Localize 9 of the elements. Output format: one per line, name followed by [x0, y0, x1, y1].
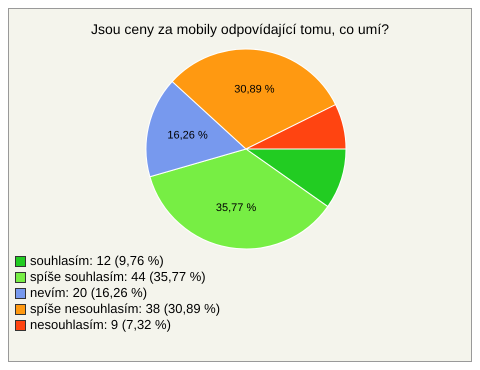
data-label: 16,26 %: [167, 129, 208, 142]
legend-label: spíše nesouhlasím: 38 (30,89 %): [30, 301, 220, 317]
legend-label: nevím: 20 (16,26 %): [30, 285, 148, 301]
legend-label: nesouhlasím: 9 (7,32 %): [30, 317, 171, 333]
legend-label: souhlasím: 12 (9,76 %): [30, 253, 164, 269]
legend-label: spíše souhlasím: 44 (35,77 %): [30, 269, 206, 285]
chart-title: Jsou ceny za mobily odpovídající tomu, co umí?: [90, 21, 390, 37]
data-label: 35,77 %: [216, 202, 256, 214]
data-label: 30,89 %: [234, 84, 275, 96]
